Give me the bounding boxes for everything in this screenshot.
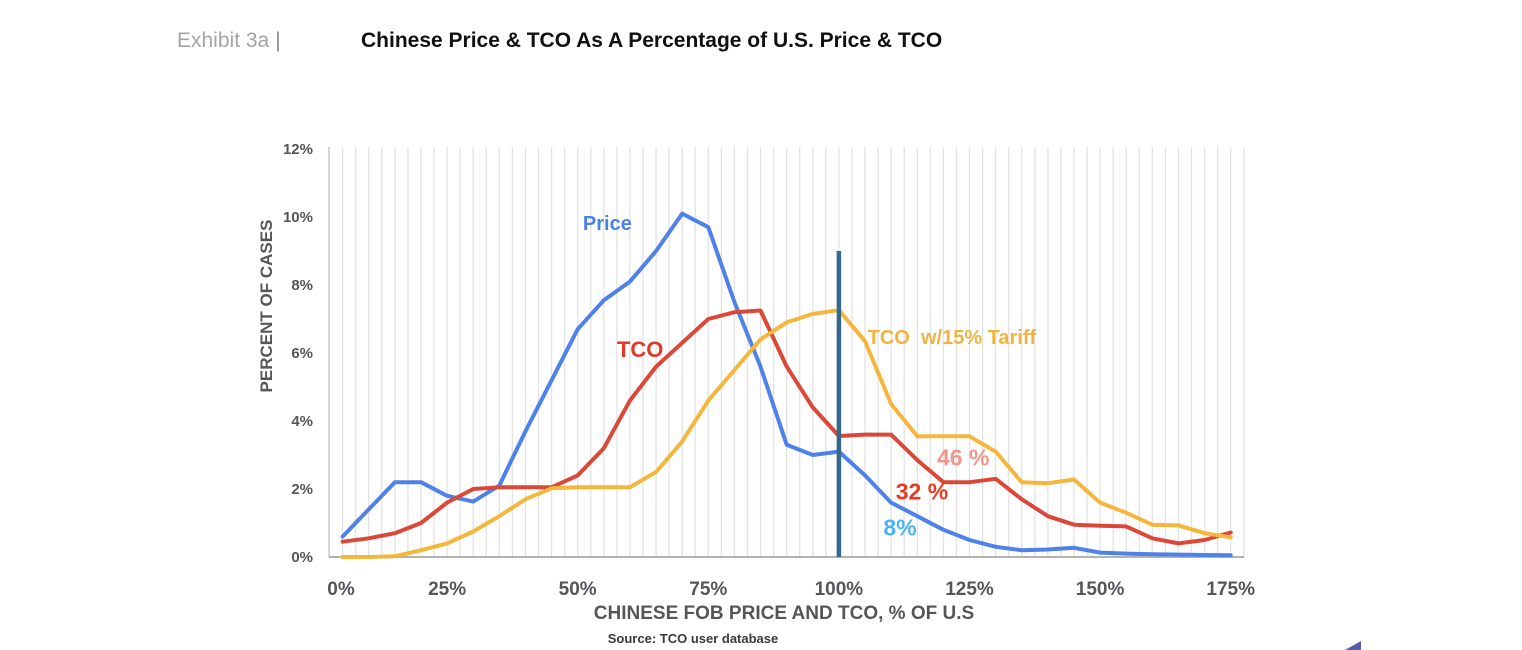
y-axis-title: PERCENT OF CASES: [257, 220, 276, 393]
x-tick-label: 0%: [327, 579, 355, 600]
y-tick-label: 8%: [291, 277, 313, 294]
y-tick-label: 0%: [291, 549, 313, 566]
x-tick-label: 100%: [815, 579, 864, 600]
y-tick-label: 2%: [291, 481, 313, 498]
price-series-label: Price: [582, 212, 632, 235]
exhibit-separator: |: [275, 29, 281, 52]
value-32pct: 32 %: [895, 478, 949, 505]
y-tick-label: 10%: [283, 209, 313, 226]
x-tick-label: 75%: [689, 579, 727, 600]
chart-title: Chinese Price & TCO As A Percentage of U…: [361, 29, 943, 52]
y-tick-label: 4%: [291, 413, 313, 430]
tariff-series-label: TCO w/15% Tariff: [867, 326, 1037, 349]
x-tick-label: 175%: [1206, 579, 1255, 600]
page-number-partial: [1345, 641, 1361, 650]
value-8pct: 8%: [883, 514, 917, 541]
exhibit-label: Exhibit 3a: [177, 29, 270, 52]
y-tick-label: 12%: [283, 141, 313, 158]
series-line-tco-w-15-tariff: [340, 308, 1233, 559]
exhibit-header: Exhibit 3a |: [177, 29, 281, 53]
x-tick-label: 125%: [945, 579, 994, 600]
x-tick-label: 150%: [1076, 579, 1125, 600]
y-tick-label: 6%: [291, 345, 313, 362]
x-axis-title: CHINESE FOB PRICE AND TCO, % OF U.S: [594, 603, 974, 624]
x-tick-label: 50%: [559, 579, 597, 600]
series-line-price: [340, 211, 1233, 558]
source-note: Source: TCO user database: [608, 631, 779, 646]
tco-series-label: TCO: [616, 336, 664, 362]
value-46pct: 46 %: [937, 444, 990, 471]
series-line-tco: [340, 308, 1233, 546]
x-tick-label: 25%: [428, 579, 466, 600]
